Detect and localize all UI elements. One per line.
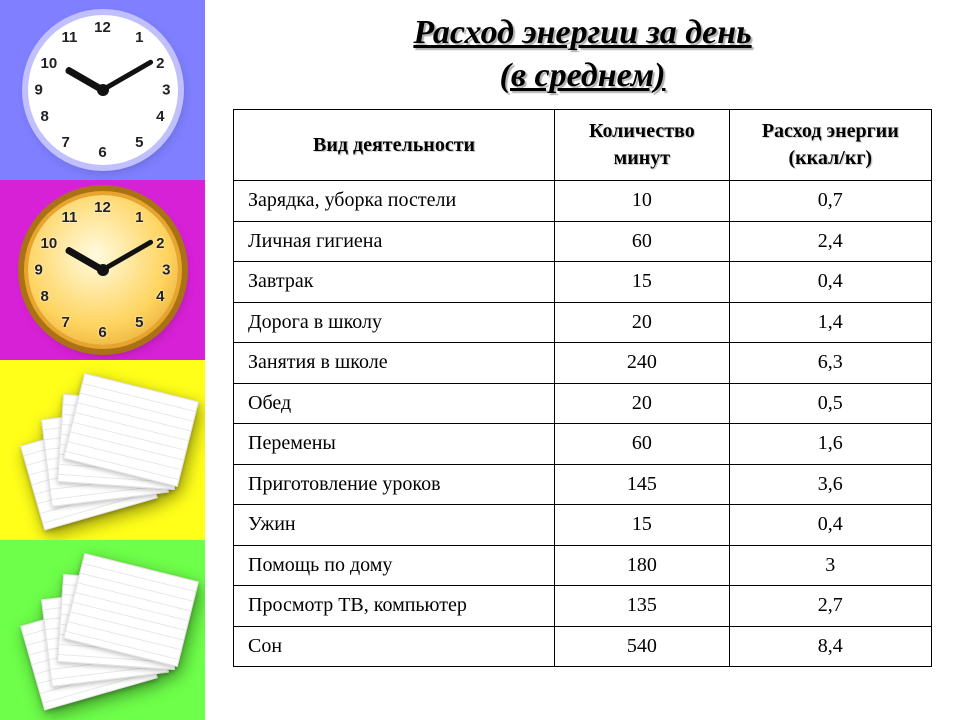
tile-papers-green xyxy=(0,540,205,720)
tile-clock-blue: 1212 345 678 91011 xyxy=(0,0,205,180)
cell-energy: 1,6 xyxy=(729,424,931,465)
cell-energy: 0,7 xyxy=(729,181,931,222)
cell-minutes: 15 xyxy=(555,505,730,546)
cell-minutes: 145 xyxy=(555,464,730,505)
cell-minutes: 180 xyxy=(555,545,730,586)
table-row: Завтрак150,4 xyxy=(234,262,932,303)
table-row: Зарядка, уборка постели100,7 xyxy=(234,181,932,222)
cell-activity: Личная гигиена xyxy=(234,221,555,262)
table-row: Ужин150,4 xyxy=(234,505,932,546)
papers-icon xyxy=(20,380,185,520)
energy-table: Вид деятельности Количество минут Расход… xyxy=(233,109,932,667)
cell-activity: Обед xyxy=(234,383,555,424)
papers-icon xyxy=(20,560,185,700)
cell-energy: 8,4 xyxy=(729,626,931,667)
table-row: Приготовление уроков1453,6 xyxy=(234,464,932,505)
cell-activity: Занятия в школе xyxy=(234,343,555,384)
content-area: Расход энергии за день (в среднем) Вид д… xyxy=(205,0,960,720)
cell-energy: 3 xyxy=(729,545,931,586)
cell-activity: Перемены xyxy=(234,424,555,465)
cell-minutes: 60 xyxy=(555,424,730,465)
title-line-2: (в среднем) xyxy=(233,55,932,98)
cell-activity: Помощь по дому xyxy=(234,545,555,586)
minute-hand xyxy=(101,239,154,272)
cell-energy: 0,5 xyxy=(729,383,931,424)
cell-activity: Дорога в школу xyxy=(234,302,555,343)
table-row: Обед200,5 xyxy=(234,383,932,424)
cell-minutes: 60 xyxy=(555,221,730,262)
cell-energy: 2,7 xyxy=(729,586,931,627)
minute-hand xyxy=(101,59,154,92)
tile-papers-yellow xyxy=(0,360,205,540)
table-row: Перемены601,6 xyxy=(234,424,932,465)
table-row: Просмотр ТВ, компьютер1352,7 xyxy=(234,586,932,627)
page-title: Расход энергии за день (в среднем) xyxy=(233,12,932,97)
cell-minutes: 540 xyxy=(555,626,730,667)
cell-energy: 2,4 xyxy=(729,221,931,262)
cell-activity: Просмотр ТВ, компьютер xyxy=(234,586,555,627)
cell-minutes: 20 xyxy=(555,383,730,424)
col-energy: Расход энергии (ккал/кг) xyxy=(729,110,931,181)
tile-clock-gold: 1212 345 678 91011 xyxy=(0,180,205,360)
clock-icon: 1212 345 678 91011 xyxy=(28,195,178,345)
cell-energy: 3,6 xyxy=(729,464,931,505)
table-row: Дорога в школу201,4 xyxy=(234,302,932,343)
col-minutes: Количество минут xyxy=(555,110,730,181)
cell-activity: Сон xyxy=(234,626,555,667)
cell-activity: Ужин xyxy=(234,505,555,546)
cell-activity: Завтрак xyxy=(234,262,555,303)
cell-activity: Зарядка, уборка постели xyxy=(234,181,555,222)
cell-energy: 0,4 xyxy=(729,505,931,546)
title-line-1: Расход энергии за день xyxy=(233,12,932,55)
cell-minutes: 135 xyxy=(555,586,730,627)
table-row: Помощь по дому1803 xyxy=(234,545,932,586)
cell-activity: Приготовление уроков xyxy=(234,464,555,505)
table-row: Занятия в школе2406,3 xyxy=(234,343,932,384)
col-activity: Вид деятельности xyxy=(234,110,555,181)
cell-energy: 1,4 xyxy=(729,302,931,343)
clock-icon: 1212 345 678 91011 xyxy=(28,15,178,165)
cell-energy: 6,3 xyxy=(729,343,931,384)
cell-energy: 0,4 xyxy=(729,262,931,303)
cell-minutes: 240 xyxy=(555,343,730,384)
cell-minutes: 10 xyxy=(555,181,730,222)
cell-minutes: 20 xyxy=(555,302,730,343)
cell-minutes: 15 xyxy=(555,262,730,303)
table-row: Личная гигиена602,4 xyxy=(234,221,932,262)
sidebar-strip: 1212 345 678 91011 1212 345 678 91011 xyxy=(0,0,205,720)
table-body: Зарядка, уборка постели100,7Личная гигие… xyxy=(234,181,932,667)
table-row: Сон5408,4 xyxy=(234,626,932,667)
